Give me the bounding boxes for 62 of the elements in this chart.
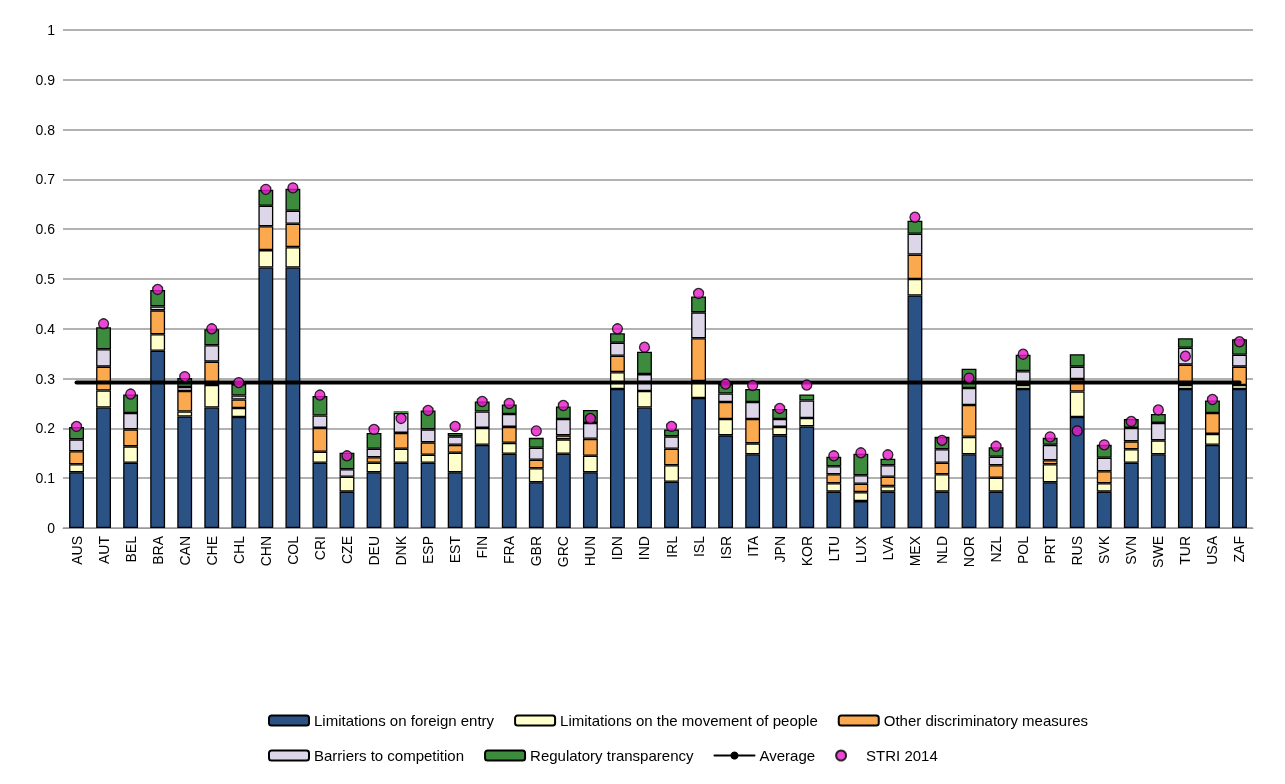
x-tick-label: MEX <box>906 535 923 567</box>
x-tick-label: CRI <box>311 536 328 561</box>
x-tick-label: CZE <box>338 536 355 564</box>
y-tick-label: 0.1 <box>35 470 56 487</box>
x-tick-label: USA <box>1204 535 1221 565</box>
x-tick-label: IDN <box>609 536 626 561</box>
y-tick-label: 0.3 <box>35 370 56 387</box>
x-tick-label: ISR <box>717 536 734 560</box>
y-tick-label: 0.9 <box>35 71 56 88</box>
x-tick-label: ISL <box>690 535 707 558</box>
x-tick-label: CHL <box>230 535 247 565</box>
x-tick-label: CAN <box>176 536 193 566</box>
x-tick-label: LVA <box>879 535 896 561</box>
legend-label: STRI 2014 <box>866 747 938 764</box>
x-tick-label: LUX <box>852 535 869 564</box>
x-tick-label: IRL <box>663 535 680 558</box>
y-tick-label: 0.5 <box>35 271 56 287</box>
x-tick-label: KOR <box>798 536 815 567</box>
x-tick-label: BRA <box>149 535 166 565</box>
x-tick-label: RUS <box>1069 536 1086 566</box>
x-tick-label: NZL <box>988 535 1005 563</box>
x-tick-label: JPN <box>771 536 788 563</box>
y-tick-label: 0.2 <box>35 420 56 437</box>
y-tick-label: 0.6 <box>35 221 56 238</box>
x-tick-label: EST <box>447 535 464 564</box>
x-tick-label: LTU <box>825 536 842 562</box>
legend-label: Limitations on the movement of people <box>560 712 818 729</box>
x-tick-label: CHN <box>257 536 274 567</box>
x-tick-label: BEL <box>122 535 139 563</box>
x-tick-label: FRA <box>501 535 518 564</box>
x-tick-label: SVK <box>1096 535 1113 565</box>
y-tick-label: 1 <box>47 22 56 38</box>
x-tick-label: COL <box>284 535 301 565</box>
x-tick-label: DNK <box>393 535 410 566</box>
y-tick-label: 0.8 <box>35 121 56 138</box>
legend-label: Limitations on foreign entry <box>314 712 495 729</box>
x-tick-label: POL <box>1015 535 1032 565</box>
x-tick-label: AUT <box>95 535 112 564</box>
x-tick-label: DEU <box>366 536 383 566</box>
legend-label: Barriers to competition <box>314 747 465 764</box>
y-tick-label: 0.4 <box>35 320 56 337</box>
x-tick-label: ITA <box>744 535 761 557</box>
x-tick-label: ESP <box>420 536 437 565</box>
y-tick-label: 0.7 <box>35 171 56 188</box>
x-tick-label: PRT <box>1042 535 1059 564</box>
x-tick-label: NLD <box>933 536 950 565</box>
x-tick-label: GBR <box>528 536 545 567</box>
x-tick-label: NOR <box>961 536 978 568</box>
x-tick-label: CHE <box>203 536 220 566</box>
x-tick-label: IND <box>636 536 653 561</box>
x-tick-label: ZAF <box>1231 536 1248 563</box>
x-tick-label: FIN <box>474 536 491 559</box>
y-tick-label: 0 <box>47 520 56 536</box>
x-tick-label: HUN <box>582 536 599 567</box>
x-tick-label: GRC <box>555 536 572 568</box>
x-tick-label: AUS <box>68 536 85 565</box>
legend-label: Average <box>759 747 816 764</box>
x-tick-label: SVN <box>1123 536 1140 565</box>
legend-label: Regulatory transparency <box>530 747 694 764</box>
x-tick-label: TUR <box>1177 536 1194 565</box>
legend-label: Other discriminatory measures <box>883 712 1088 729</box>
x-tick-label: SWE <box>1150 536 1167 568</box>
